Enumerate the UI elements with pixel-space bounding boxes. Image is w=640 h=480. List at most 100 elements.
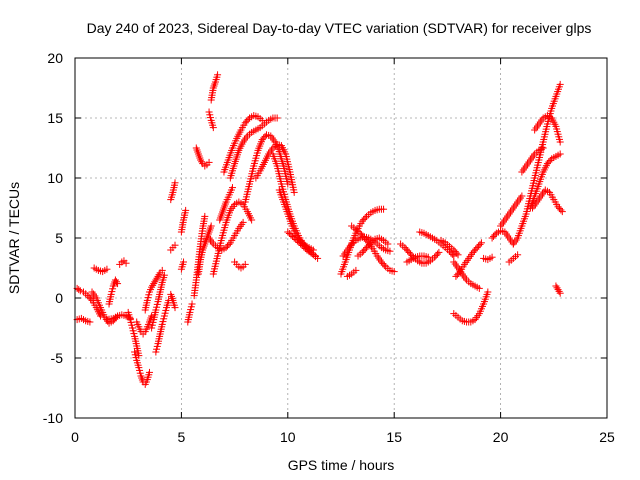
data-point bbox=[84, 292, 92, 300]
data-point bbox=[290, 234, 298, 242]
data-point bbox=[292, 236, 300, 243]
data-point bbox=[390, 268, 398, 276]
x-tick-label: 5 bbox=[178, 429, 186, 445]
data-point bbox=[171, 179, 179, 187]
data-point bbox=[469, 248, 477, 256]
series-arc44 bbox=[437, 236, 462, 259]
data-point bbox=[518, 192, 526, 200]
data-point bbox=[488, 234, 496, 242]
data-point bbox=[298, 242, 306, 249]
data-point bbox=[379, 260, 387, 268]
series-arc34 bbox=[275, 186, 317, 254]
data-point bbox=[122, 259, 130, 267]
data-point bbox=[297, 240, 305, 248]
data-point bbox=[553, 284, 561, 292]
series-arc51 bbox=[505, 251, 522, 266]
data-point bbox=[225, 240, 233, 248]
series-arc29 bbox=[226, 114, 281, 182]
data-point bbox=[285, 230, 293, 237]
series-arc46 bbox=[452, 239, 485, 280]
series-arc12 bbox=[148, 271, 168, 332]
data-point bbox=[424, 253, 432, 261]
series-arc4 bbox=[90, 264, 111, 276]
data-point bbox=[435, 248, 443, 256]
data-point bbox=[222, 244, 230, 252]
series-arc21 bbox=[194, 222, 215, 278]
series-arc35 bbox=[284, 228, 322, 262]
series-arc43 bbox=[416, 228, 458, 260]
series-arc8 bbox=[124, 308, 143, 360]
series-arc31 bbox=[241, 131, 292, 206]
data-point bbox=[451, 248, 459, 256]
data-point bbox=[85, 293, 93, 301]
data-point bbox=[358, 248, 366, 256]
data-point bbox=[377, 258, 385, 266]
data-point bbox=[284, 180, 292, 188]
data-point bbox=[554, 203, 562, 211]
data-point bbox=[365, 240, 373, 248]
y-tick-label: 0 bbox=[55, 290, 63, 306]
data-point bbox=[153, 274, 161, 282]
data-point bbox=[76, 287, 84, 295]
data-point bbox=[359, 232, 367, 240]
series-arc39 bbox=[354, 234, 392, 260]
data-point bbox=[201, 212, 209, 220]
data-point bbox=[476, 240, 484, 248]
grid bbox=[75, 58, 607, 418]
data-point bbox=[473, 244, 481, 252]
series-arc26 bbox=[209, 198, 256, 278]
series-arc1 bbox=[73, 314, 94, 326]
data-point bbox=[284, 228, 292, 236]
series-arc56 bbox=[529, 186, 566, 216]
data-point bbox=[301, 245, 309, 252]
data-point bbox=[539, 144, 547, 152]
data-point bbox=[364, 242, 372, 250]
data-point bbox=[475, 284, 483, 292]
series-arc50 bbox=[497, 192, 526, 230]
data-point bbox=[491, 231, 499, 239]
data-point bbox=[455, 269, 463, 277]
data-point bbox=[404, 247, 412, 255]
data-point bbox=[360, 234, 368, 242]
data-point bbox=[188, 300, 196, 308]
y-tick-label: -5 bbox=[51, 350, 64, 366]
data-point bbox=[295, 239, 303, 246]
data-point bbox=[358, 231, 366, 239]
data-point bbox=[405, 248, 413, 256]
series-arc42 bbox=[403, 252, 432, 266]
series-arc16 bbox=[167, 290, 179, 312]
data-point bbox=[86, 318, 94, 326]
data-point bbox=[290, 188, 298, 196]
data-point bbox=[214, 71, 222, 79]
data-point bbox=[114, 280, 122, 288]
series-arc41 bbox=[397, 240, 443, 267]
data-points bbox=[73, 71, 566, 388]
data-point bbox=[401, 244, 409, 252]
data-point bbox=[75, 286, 83, 294]
data-point bbox=[453, 271, 461, 279]
data-point bbox=[433, 250, 441, 258]
data-point bbox=[431, 253, 439, 261]
series-arc53 bbox=[518, 144, 547, 176]
data-point bbox=[239, 218, 247, 226]
series-arc20 bbox=[190, 212, 209, 300]
data-point bbox=[224, 242, 232, 250]
data-point bbox=[362, 236, 370, 244]
y-tick-label: 20 bbox=[47, 50, 63, 66]
data-point bbox=[112, 278, 120, 286]
data-point bbox=[180, 258, 188, 266]
series-arc48 bbox=[480, 253, 496, 264]
y-axis-label: SDTVAR / TECUs bbox=[6, 182, 22, 294]
data-point bbox=[273, 114, 281, 122]
data-point bbox=[558, 208, 566, 216]
series-arc14 bbox=[167, 179, 179, 204]
y-tick-label: 10 bbox=[47, 170, 63, 186]
data-point bbox=[555, 287, 563, 295]
data-point bbox=[545, 158, 553, 166]
series-arc55 bbox=[531, 112, 564, 146]
data-point bbox=[258, 136, 266, 144]
data-point bbox=[554, 286, 562, 294]
data-point bbox=[111, 276, 119, 284]
data-point bbox=[543, 160, 551, 168]
